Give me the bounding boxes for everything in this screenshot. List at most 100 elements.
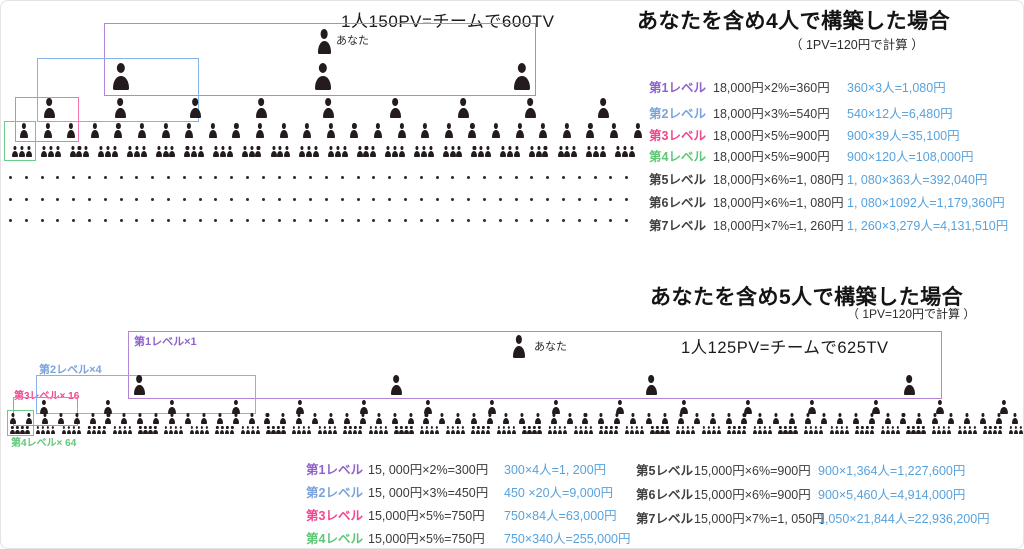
- continuation-dot: [103, 176, 107, 179]
- person-icon: [89, 413, 96, 424]
- continuation-dot: [372, 176, 376, 179]
- person-icon: [1011, 413, 1018, 424]
- person-icon: [375, 413, 382, 424]
- person-icon: [511, 426, 517, 434]
- continuation-dot: [56, 198, 60, 201]
- level-result: 1,050×21,844人=22,936,200円: [818, 512, 990, 526]
- person-icon: [449, 146, 456, 157]
- person-icon: [488, 400, 496, 414]
- person-icon: [255, 98, 267, 118]
- continuation-dot: [325, 219, 328, 222]
- level-result: 750×84人=63,000円: [504, 509, 617, 523]
- person-icon: [539, 123, 548, 138]
- person-icon: [370, 146, 377, 157]
- person-icon: [757, 413, 764, 424]
- continuation-dot: [214, 198, 218, 201]
- continuation-dot: [372, 198, 376, 201]
- person-icon: [444, 123, 453, 138]
- person-icon: [399, 426, 405, 434]
- person-icon: [778, 426, 784, 434]
- person-icon: [834, 426, 840, 434]
- person-icon: [578, 426, 584, 434]
- person-icon: [114, 98, 126, 118]
- person-icon: [45, 426, 51, 434]
- person-icon: [256, 123, 264, 138]
- continuation-dot: [356, 176, 360, 179]
- person-icon: [582, 413, 589, 424]
- person-icon: [317, 426, 323, 434]
- level-result: 750×340人=255,000円: [504, 532, 631, 546]
- person-icon: [773, 413, 780, 424]
- person-icon: [240, 426, 246, 434]
- person-icon: [397, 123, 406, 138]
- continuation-dot: [119, 198, 123, 201]
- level-label: 第3レベル: [649, 129, 706, 143]
- level-formula: 18,000円×5%=900円: [713, 129, 830, 143]
- person-icon: [870, 426, 875, 434]
- person-icon: [303, 123, 312, 138]
- continuation-dot: [530, 219, 534, 222]
- person-icon: [998, 426, 1003, 434]
- person-icon: [76, 426, 82, 434]
- person-icon: [40, 146, 47, 157]
- person-icon: [306, 426, 312, 434]
- person-icon: [566, 413, 573, 424]
- continuation-dot: [277, 219, 281, 222]
- continuation-dot: [419, 176, 423, 179]
- person-icon: [805, 413, 811, 424]
- person-icon: [198, 146, 204, 157]
- continuation-dot: [151, 198, 155, 201]
- level-formula: 18,000円×5%=900円: [713, 150, 830, 164]
- continuation-dot: [498, 176, 502, 179]
- continuation-dot: [451, 198, 455, 201]
- continuation-dot: [261, 219, 265, 222]
- continuation-dot: [514, 219, 518, 222]
- person-icon: [732, 426, 737, 434]
- person-icon: [634, 426, 640, 434]
- person-icon: [429, 426, 435, 434]
- continuation-dot: [546, 198, 550, 201]
- person-icon: [737, 426, 742, 434]
- person-icon: [885, 426, 891, 434]
- person-icon: [414, 146, 420, 157]
- person-icon: [884, 413, 891, 424]
- person-icon: [25, 413, 32, 424]
- person-icon: [836, 413, 843, 424]
- person-icon: [356, 146, 363, 157]
- person-icon: [460, 426, 466, 434]
- person-icon: [363, 146, 370, 157]
- level-formula: 15,000円×6%=900円: [694, 488, 811, 502]
- continuation-dot: [356, 219, 360, 222]
- person-icon: [744, 400, 752, 414]
- person-icon: [71, 426, 77, 434]
- person-icon: [571, 146, 578, 157]
- continuation-dot: [546, 219, 550, 222]
- person-icon: [173, 426, 179, 434]
- person-icon: [445, 426, 451, 434]
- person-icon: [389, 98, 401, 118]
- person-icon: [296, 426, 302, 434]
- tree5-caption: 1人125PV=チームで625TV: [681, 339, 889, 357]
- person-icon: [450, 426, 456, 434]
- person-icon: [860, 426, 865, 434]
- continuation-dot: [419, 219, 423, 222]
- person-icon: [573, 426, 579, 434]
- person-icon: [936, 400, 944, 414]
- continuation-dot: [40, 198, 44, 201]
- person-icon: [248, 146, 255, 157]
- person-icon: [404, 426, 410, 434]
- continuation-dot: [246, 176, 249, 179]
- person-icon: [583, 426, 589, 434]
- person-icon: [610, 123, 618, 138]
- person-icon: [880, 426, 886, 434]
- continuation-dot: [388, 198, 392, 201]
- level-label: 第1レベル: [649, 81, 706, 95]
- person-icon: [121, 413, 128, 424]
- person-icon: [900, 413, 907, 424]
- person-icon: [514, 63, 530, 90]
- continuation-dot: [151, 176, 155, 179]
- level2-group-box: [37, 58, 199, 122]
- level2-group-box: [36, 375, 256, 414]
- person-icon: [216, 413, 223, 424]
- person-icon: [328, 413, 334, 424]
